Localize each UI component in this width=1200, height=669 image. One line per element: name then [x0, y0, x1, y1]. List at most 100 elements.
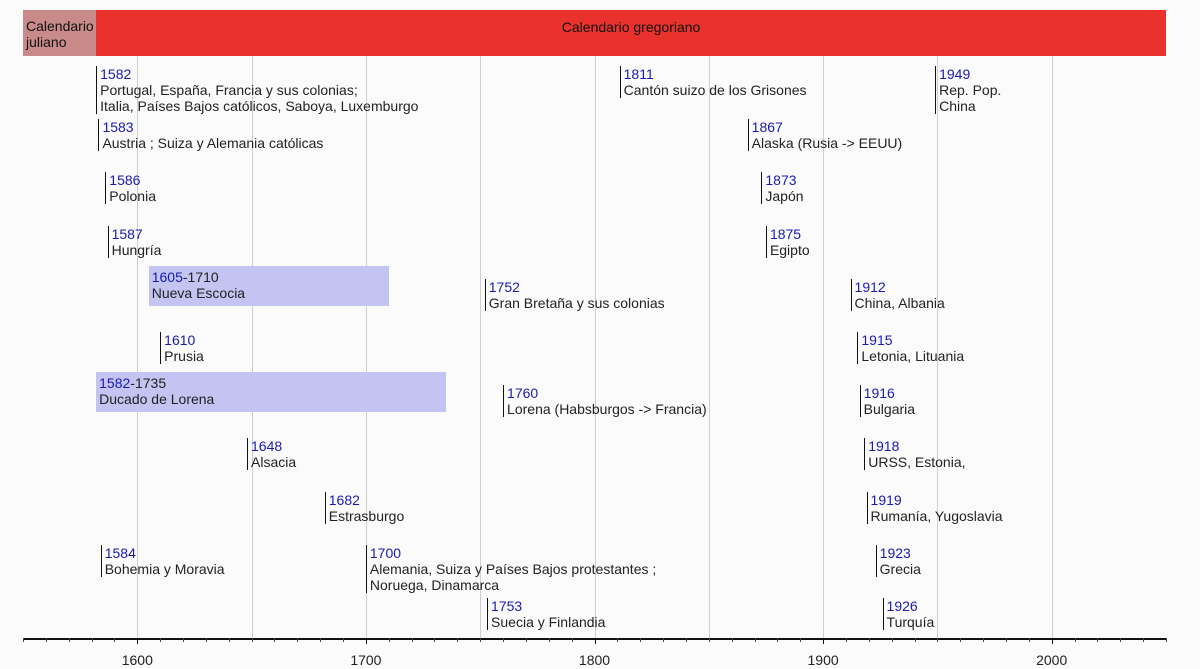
gridline — [594, 56, 596, 639]
event-year: 1926 — [886, 598, 918, 614]
event-marker: 1586 Polonia — [105, 172, 156, 205]
event-year: 1587 — [111, 225, 143, 242]
x-axis-minor-tick — [731, 638, 733, 642]
x-axis-minor-tick — [160, 638, 162, 642]
event-marker: 1610 Prusia — [160, 332, 204, 364]
x-axis-minor-tick — [114, 638, 116, 642]
x-axis-tick — [823, 638, 825, 644]
event-marker: 1916 Bulgaria — [859, 385, 916, 418]
event-marker: 1752 Gran Bretaña y sus colonias — [484, 278, 665, 311]
event-label: Cantón suizo de los Grisones — [623, 82, 807, 98]
event-label: URSS, Estonia, — [868, 454, 966, 471]
x-axis-minor-tick — [571, 638, 573, 642]
x-axis-minor-tick — [868, 638, 870, 642]
x-axis-minor-tick — [983, 638, 985, 642]
event-year: 1923 — [879, 544, 911, 561]
event-end-year: -1735 — [130, 375, 167, 392]
event-marker: 1923 Grecia — [875, 544, 921, 577]
x-axis-minor-tick — [205, 638, 207, 642]
x-axis-minor-tick — [1028, 638, 1030, 642]
event-year: 1582 — [100, 66, 132, 82]
gridline — [137, 56, 139, 639]
x-axis-minor-tick — [343, 638, 345, 642]
x-axis-minor-tick — [503, 638, 505, 642]
event-marker: 1873 Japón — [761, 172, 804, 205]
event-year: 1915 — [861, 332, 893, 348]
x-axis-minor-tick — [228, 638, 230, 642]
event-marker: 1912 China, Albania — [850, 278, 945, 311]
x-axis-minor-tick — [45, 638, 47, 642]
event-year: 1586 — [109, 172, 141, 189]
event-label: Bohemia y Moravia — [104, 560, 225, 577]
x-axis-minor-tick — [388, 638, 390, 642]
event-label: Suecia y Finlandia — [491, 614, 606, 630]
x-axis-minor-tick — [23, 638, 24, 642]
event-marker: 1700 Alemania, Suiza y Países Bajos prote… — [365, 544, 656, 593]
gridline — [365, 56, 367, 639]
gridline — [1051, 56, 1053, 639]
event-year: 1752 — [488, 278, 520, 295]
event-label: Japón — [765, 188, 804, 205]
event-marker: 1648 Alsacia — [247, 438, 296, 471]
x-axis-minor-tick — [960, 638, 962, 642]
x-tick-label: 1900 — [807, 652, 839, 668]
event-year: 1753 — [491, 598, 523, 614]
band-label: Calendario gregoriano — [561, 19, 701, 35]
event-marker: 1949 Rep. Pop. China — [935, 66, 1001, 114]
x-axis-tick — [365, 638, 367, 644]
x-axis-minor-tick — [251, 638, 253, 642]
event-year: 1700 — [369, 544, 402, 561]
x-tick-label: 1700 — [350, 652, 382, 668]
event-label: Rumanía, Yugoslavia — [870, 507, 1003, 524]
event-year: 1610 — [164, 332, 196, 348]
event-label: Alaska (Rusia -> EEUU) — [751, 135, 903, 152]
event-range: 1605-1710 Nueva Escocia — [148, 265, 389, 306]
event-year: 1648 — [251, 438, 283, 455]
x-axis-minor-tick — [91, 638, 93, 642]
event-range: 1582-1735 Ducado de Lorena — [96, 372, 446, 413]
x-axis-minor-tick — [800, 638, 802, 642]
band-gregorian-calendar: Calendario gregoriano — [96, 10, 1166, 56]
gridline — [708, 56, 710, 639]
event-label: Gran Bretaña y sus colonias — [488, 294, 665, 311]
x-axis-minor-tick — [891, 638, 893, 642]
event-year: 1605 — [151, 268, 183, 285]
event-marker: 1811 Cantón suizo de los Grisones — [619, 66, 807, 98]
x-axis-minor-tick — [480, 638, 482, 642]
x-axis-minor-tick — [183, 638, 185, 642]
x-axis-minor-tick — [640, 638, 642, 642]
x-axis-tick — [594, 638, 596, 644]
event-year: 1918 — [868, 438, 900, 455]
x-axis-minor-tick — [434, 638, 436, 642]
gridline — [251, 56, 253, 639]
x-axis-minor-tick — [754, 638, 756, 642]
event-marker: 1584 Bohemia y Moravia — [100, 544, 225, 577]
x-axis-minor-tick — [777, 638, 779, 642]
event-label: Rep. Pop. China — [939, 82, 1002, 114]
event-label: Prusia — [164, 348, 204, 364]
x-axis-minor-tick — [914, 638, 916, 642]
event-label: Bulgaria — [863, 401, 916, 418]
event-label: Portugal, España, Francia y sus colonias… — [100, 82, 419, 114]
gridline — [823, 56, 825, 639]
event-marker: 1583 Austria ; Suiza y Alemania católicas — [98, 119, 323, 152]
event-year: 1583 — [102, 119, 134, 136]
x-axis-minor-tick — [411, 638, 413, 642]
gridline — [480, 56, 482, 639]
x-axis-minor-tick — [1120, 638, 1122, 642]
event-label: China, Albania — [854, 294, 945, 311]
x-axis-tick — [137, 638, 139, 644]
event-year: 1875 — [769, 225, 802, 242]
event-year: 1916 — [863, 385, 895, 402]
x-axis-minor-tick — [457, 638, 459, 642]
event-label: Hungría — [111, 241, 162, 258]
event-marker: 1582 Portugal, España, Francia y sus colo… — [96, 66, 418, 114]
event-label: Egipto — [769, 241, 810, 258]
event-year: 1682 — [328, 491, 360, 508]
band-label: Calendario juliano — [26, 18, 94, 50]
event-marker: 1918 URSS, Estonia, — [864, 438, 966, 471]
x-axis-minor-tick — [297, 638, 299, 642]
x-axis-minor-tick — [274, 638, 276, 642]
x-axis-minor-tick — [68, 638, 70, 642]
